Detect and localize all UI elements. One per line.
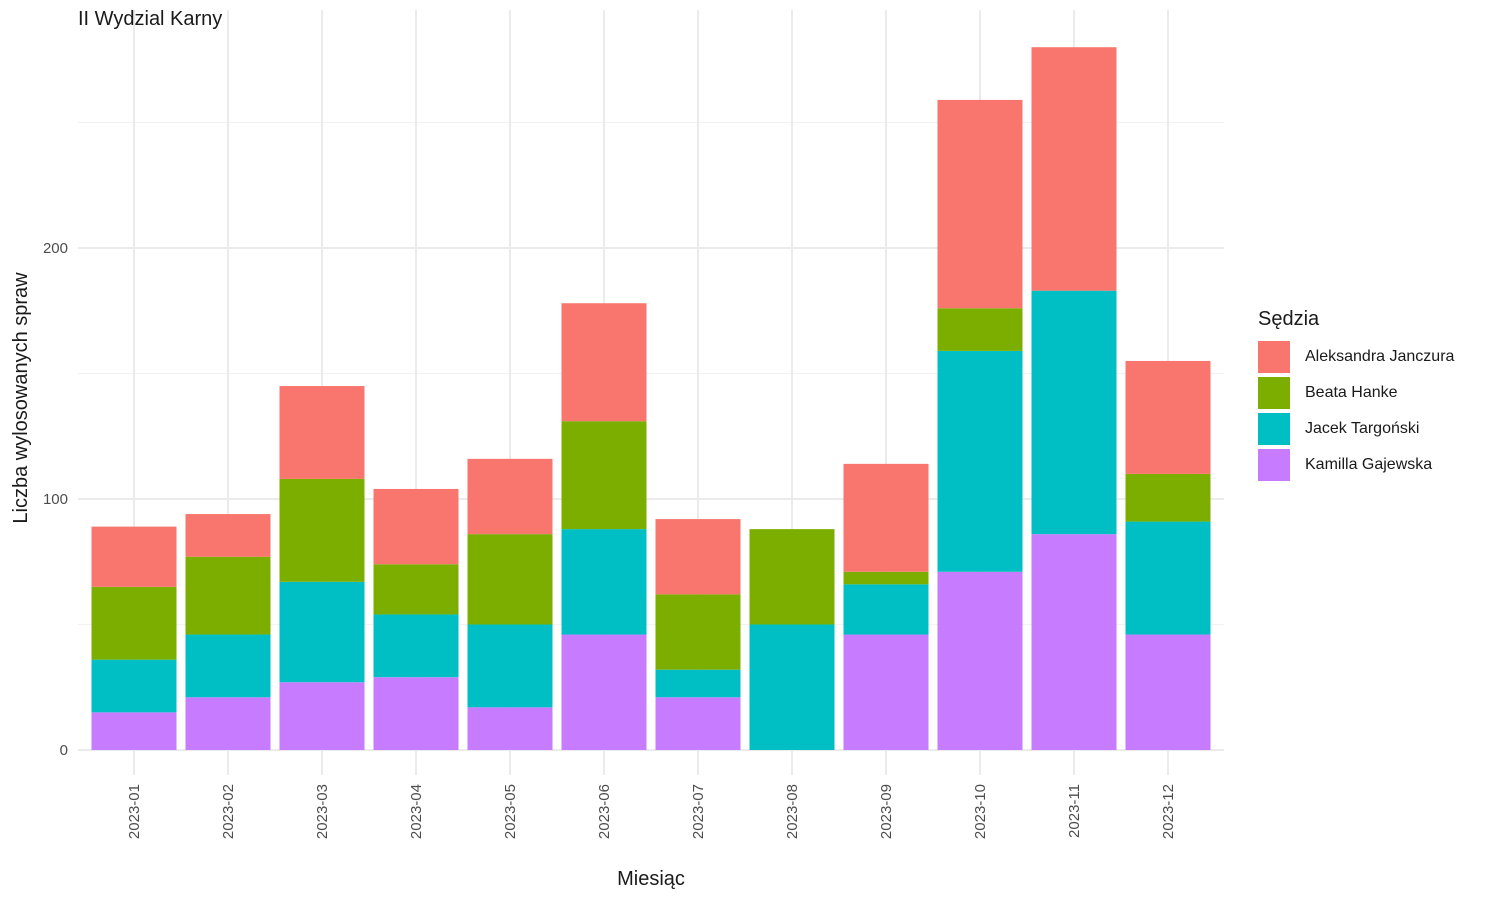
y-tick-label: 0: [60, 742, 68, 759]
x-tick-label: 2023-02: [220, 784, 237, 839]
bar-segment: [937, 571, 1023, 750]
bar-segment: [843, 584, 929, 635]
bar-segment: [91, 712, 177, 750]
legend-label: Jacek Targoński: [1305, 420, 1420, 437]
bar-segment: [1125, 634, 1211, 750]
x-tick-label: 2023-07: [690, 784, 707, 839]
legend-swatch: [1258, 377, 1290, 409]
bar-segment: [1125, 473, 1211, 522]
x-tick-label: 2023-11: [1066, 784, 1083, 838]
bar-segment: [279, 386, 365, 479]
x-tick-label: 2023-01: [126, 784, 143, 839]
legend-title: Sędzia: [1258, 308, 1320, 330]
legend-swatch: [1258, 413, 1290, 445]
x-tick-label: 2023-05: [502, 784, 519, 839]
bar-segment: [467, 624, 553, 708]
bar-segment: [279, 581, 365, 683]
bar-segment: [561, 421, 647, 530]
bar-segment: [91, 586, 177, 660]
bar-segment: [91, 659, 177, 713]
y-tick-labels: 0 100 200: [43, 240, 68, 759]
bar-segment: [373, 677, 459, 750]
legend-swatch: [1258, 449, 1290, 481]
bar-segment: [655, 669, 741, 698]
bar-segment: [373, 564, 459, 615]
legend-item: Kamilla Gajewska: [1258, 447, 1454, 483]
x-tick-label: 2023-09: [878, 784, 895, 839]
x-tick-label: 2023-06: [596, 784, 613, 839]
y-tick-label: 100: [43, 491, 68, 508]
bar-segment: [185, 514, 271, 557]
x-tick-label: 2023-10: [972, 784, 989, 839]
x-tick-label: 2023-12: [1160, 784, 1177, 839]
legend-label: Beata Hanke: [1305, 384, 1398, 401]
legend-label: Aleksandra Janczura: [1305, 348, 1455, 365]
legend-item: Beata Hanke: [1258, 375, 1454, 411]
bar-segment: [1125, 360, 1211, 474]
bar-segment: [185, 556, 271, 635]
x-tick-label: 2023-03: [314, 784, 331, 839]
bar-segment: [655, 594, 741, 670]
x-axis-label: Miesiąc: [617, 868, 685, 890]
bar-segment: [561, 303, 647, 422]
legend: Sędzia Aleksandra Janczura Beata Hanke Jac…: [1258, 308, 1454, 483]
y-axis-label: Liczba wylosowanych spraw: [10, 272, 32, 524]
bar-segment: [185, 697, 271, 750]
legend-swatch: [1258, 341, 1290, 373]
x-tick-label: 2023-04: [408, 784, 425, 839]
bar-segment: [91, 526, 177, 587]
bar-segment: [1031, 290, 1117, 535]
legend-items: Aleksandra Janczura Beata Hanke Jacek Targ…: [1258, 339, 1454, 483]
bar-segment: [749, 624, 835, 750]
legend-item: Jacek Targoński: [1258, 411, 1454, 447]
bar-segment: [843, 463, 929, 572]
bar-segment: [843, 571, 929, 585]
bars: [91, 47, 1211, 750]
x-tick-label: 2023-08: [784, 784, 801, 839]
bar-segment: [561, 529, 647, 635]
bar-segment: [655, 519, 741, 595]
bar-segment: [279, 682, 365, 750]
bar-segment: [373, 488, 459, 565]
bar-segment: [1125, 521, 1211, 635]
bar-segment: [185, 634, 271, 698]
bar-segment: [561, 634, 647, 750]
bar-segment: [467, 534, 553, 625]
bar-segment: [749, 529, 835, 625]
bar-segment: [937, 99, 1023, 309]
bar-segment: [655, 697, 741, 750]
bar-segment: [843, 634, 929, 750]
legend-item: Aleksandra Janczura: [1258, 339, 1454, 375]
bar-segment: [1031, 47, 1117, 291]
legend-label: Kamilla Gajewska: [1305, 456, 1433, 473]
bar-segment: [937, 350, 1023, 572]
bar-segment: [373, 614, 459, 678]
x-tick-labels: 2023-01 2023-02 2023-03 2023-04 2023-05 2023-…: [126, 784, 1177, 839]
bar-segment: [279, 478, 365, 582]
bar-segment: [937, 308, 1023, 351]
bar-segment: [467, 458, 553, 535]
bar-segment: [1031, 534, 1117, 750]
bar-segment: [467, 707, 553, 750]
y-tick-label: 200: [43, 240, 68, 257]
chart-title: II Wydzial Karny: [78, 8, 223, 30]
